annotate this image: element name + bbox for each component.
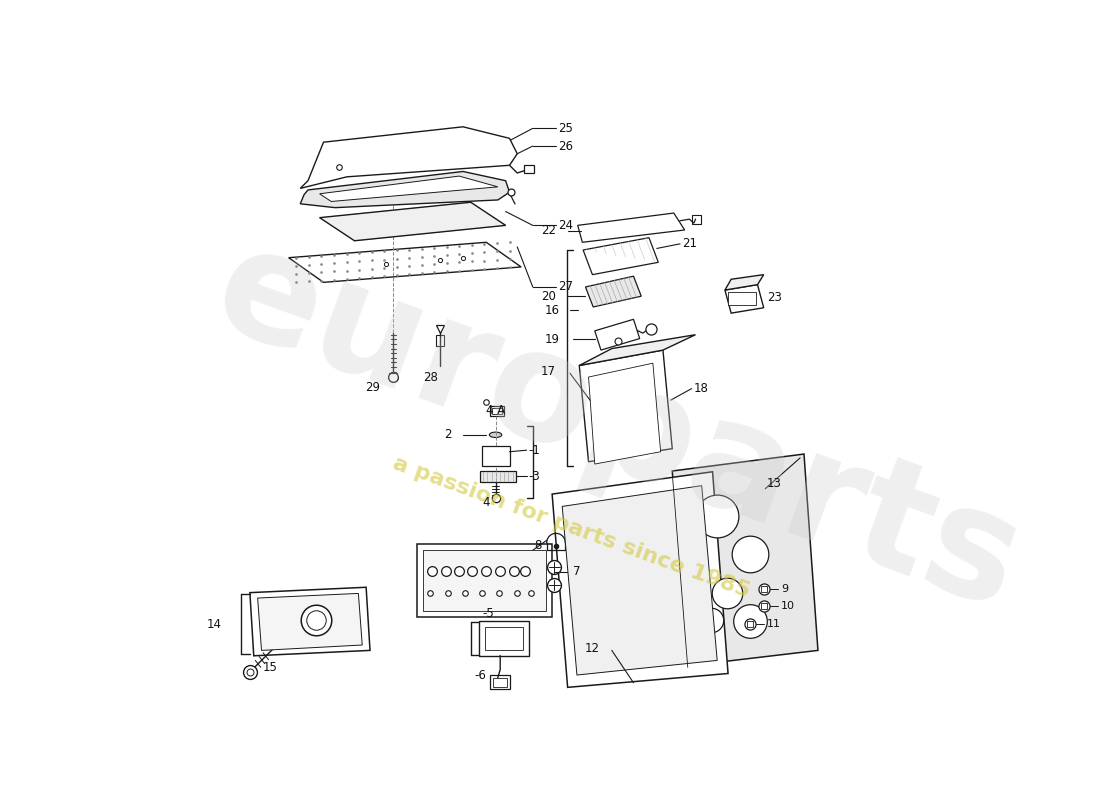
Text: 28: 28	[424, 370, 438, 383]
Bar	[692, 215, 701, 224]
Text: 26: 26	[559, 139, 573, 153]
Bar	[493, 408, 502, 414]
Polygon shape	[300, 126, 517, 188]
Bar	[417, 544, 552, 618]
Text: -1: -1	[528, 444, 540, 457]
FancyBboxPatch shape	[491, 406, 504, 416]
Polygon shape	[725, 285, 763, 313]
Text: europarts: europarts	[196, 213, 1041, 642]
Bar	[422, 550, 546, 611]
Polygon shape	[250, 587, 370, 656]
Polygon shape	[300, 171, 509, 208]
Text: 29: 29	[365, 381, 380, 394]
Text: 7: 7	[573, 566, 581, 578]
Text: -3: -3	[528, 470, 540, 483]
Bar	[525, 166, 533, 173]
Text: 25: 25	[559, 122, 573, 135]
Text: 22: 22	[541, 224, 556, 238]
Polygon shape	[562, 486, 717, 675]
Text: -6: -6	[474, 669, 486, 682]
Text: 4: 4	[483, 496, 490, 509]
Polygon shape	[580, 334, 695, 366]
Bar	[493, 678, 507, 686]
Polygon shape	[320, 176, 498, 202]
Text: 11: 11	[767, 619, 781, 630]
Ellipse shape	[490, 432, 502, 438]
Polygon shape	[578, 213, 684, 242]
Polygon shape	[672, 454, 818, 666]
Text: 4 A: 4 A	[486, 404, 506, 417]
Text: 21: 21	[682, 238, 697, 250]
Text: a passion for parts since 1985: a passion for parts since 1985	[390, 453, 752, 602]
Bar	[478, 621, 529, 656]
Text: -5: -5	[483, 607, 494, 620]
Polygon shape	[583, 238, 658, 274]
Bar	[485, 449, 494, 463]
Bar	[436, 334, 443, 346]
Bar	[728, 291, 756, 306]
Bar	[491, 675, 510, 689]
Polygon shape	[552, 472, 728, 687]
Text: 2: 2	[444, 428, 451, 442]
Polygon shape	[483, 446, 509, 466]
Text: 10: 10	[781, 601, 794, 610]
Text: 23: 23	[767, 291, 782, 304]
Polygon shape	[725, 274, 763, 290]
Text: 27: 27	[559, 281, 573, 294]
Polygon shape	[320, 202, 506, 241]
Text: 14: 14	[206, 618, 221, 630]
Text: 18: 18	[694, 382, 708, 395]
Text: 24: 24	[559, 219, 573, 232]
Polygon shape	[588, 363, 661, 464]
Polygon shape	[585, 276, 641, 307]
Polygon shape	[580, 350, 672, 462]
Text: 17: 17	[541, 365, 556, 378]
Text: 16: 16	[544, 303, 560, 317]
Polygon shape	[595, 319, 640, 350]
Text: 12: 12	[584, 642, 600, 655]
Text: 8: 8	[535, 539, 541, 552]
Text: 20: 20	[541, 290, 556, 302]
Bar	[498, 449, 506, 463]
Text: 19: 19	[544, 333, 560, 346]
Text: 15: 15	[263, 661, 278, 674]
Polygon shape	[257, 594, 362, 650]
Bar	[480, 471, 516, 482]
Bar	[485, 627, 524, 650]
Polygon shape	[288, 242, 521, 282]
Text: 9: 9	[781, 584, 788, 594]
Text: 13: 13	[767, 477, 782, 490]
